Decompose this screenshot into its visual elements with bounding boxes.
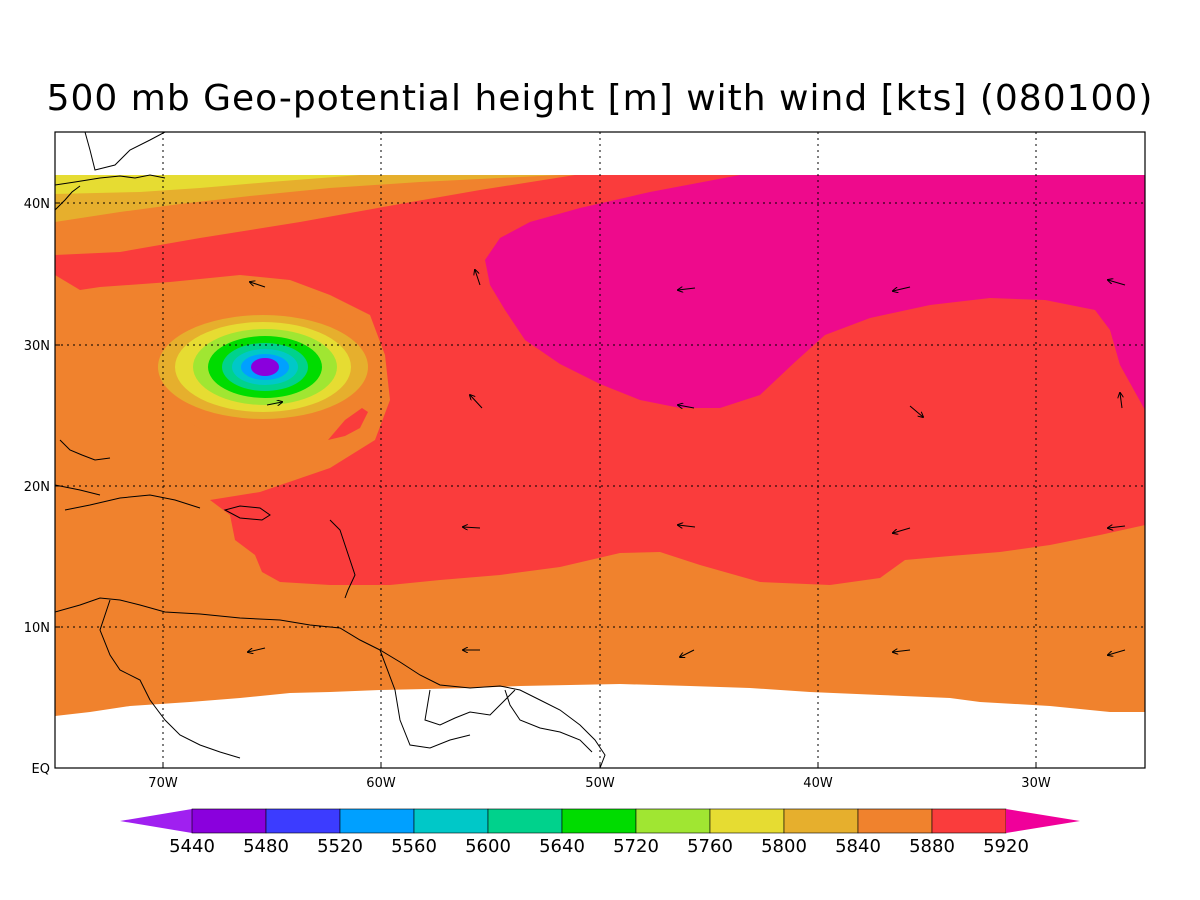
colorbar-swatch xyxy=(561,808,637,834)
coastline-cuba xyxy=(55,484,101,496)
arrow-icon xyxy=(248,647,266,652)
contour-5760-5800 xyxy=(55,175,360,194)
lon-label: 40W xyxy=(803,776,833,791)
lon-label: 70W xyxy=(148,776,178,791)
colorbar-label: 5720 xyxy=(613,836,659,857)
chart-title: 500 mb Geo-potential height [m] with win… xyxy=(46,78,1154,119)
colorbar-label: 5920 xyxy=(983,836,1029,857)
arrow-icon xyxy=(1108,526,1126,528)
arrow-icon xyxy=(470,395,483,409)
colorbar-label: 5520 xyxy=(317,836,363,857)
arrow-icon xyxy=(893,527,911,533)
colorbar-label: 5560 xyxy=(391,836,437,857)
colorbar xyxy=(120,808,1080,834)
colorbar-label: 5760 xyxy=(687,836,733,857)
coastline-bahamas xyxy=(59,439,111,461)
arrow-icon xyxy=(1120,393,1122,409)
colorbar-swatch xyxy=(931,808,1007,834)
coastline-lesser-antilles xyxy=(329,519,356,599)
lon-label: 30W xyxy=(1021,776,1051,791)
lon-labels: 70W 60W 50W 40W 30W xyxy=(148,776,1051,791)
colorbar-swatch xyxy=(413,808,489,834)
lat-label: 30N xyxy=(24,339,50,354)
coastline-hispaniola xyxy=(64,494,201,511)
contour-above-5920 xyxy=(485,175,1145,410)
colorbar-label: 5840 xyxy=(835,836,881,857)
coastlines xyxy=(55,132,606,768)
lat-label: EQ xyxy=(32,762,50,777)
colorbar-swatch xyxy=(191,808,267,834)
lon-label: 50W xyxy=(585,776,615,791)
cyclone-rings xyxy=(158,300,380,445)
arrow-icon xyxy=(909,405,923,417)
colorbar-label: 5600 xyxy=(465,836,511,857)
lat-label: 40N xyxy=(24,197,50,212)
colorbar-label: 5800 xyxy=(761,836,807,857)
lat-label: 20N xyxy=(24,480,50,495)
tick-marks xyxy=(55,202,1037,769)
arrow-icon xyxy=(678,525,696,527)
colorbar-swatch xyxy=(783,808,859,834)
arrow-icon xyxy=(893,286,911,291)
lat-label: 10N xyxy=(24,621,50,636)
colorbar-swatch xyxy=(635,808,711,834)
coastline-venezuela-inland xyxy=(99,599,241,759)
colorbar-swatch xyxy=(339,808,415,834)
arrow-icon xyxy=(266,402,282,405)
colorbar-label: 5640 xyxy=(539,836,585,857)
colorbar-swatch xyxy=(857,808,933,834)
coastline-long-island xyxy=(55,174,166,186)
lat-labels: EQ 10N 20N 30N 40N xyxy=(24,197,50,777)
arrow-icon xyxy=(1108,649,1126,655)
border-guyana xyxy=(379,649,471,749)
arrow-icon xyxy=(250,282,266,288)
border-french-guiana xyxy=(504,689,593,753)
arrow-icon xyxy=(893,650,911,652)
graticule xyxy=(55,132,1145,768)
cyclone-red-spur xyxy=(328,408,368,440)
colorbar-labels: 5440 5480 5520 5560 5600 5640 5720 5760 5800 5840… xyxy=(169,836,1029,857)
colorbar-min-triangle xyxy=(120,809,192,833)
lon-label: 60W xyxy=(366,776,396,791)
coastline-nj xyxy=(55,185,81,211)
arrow-icon xyxy=(678,405,695,408)
arrow-icon xyxy=(463,527,481,528)
colorbar-swatch xyxy=(265,808,341,834)
colorbar-swatch xyxy=(487,808,563,834)
cyclone-center xyxy=(251,358,279,376)
arrow-icon xyxy=(680,649,695,657)
map-plot-area xyxy=(55,132,1145,768)
colorbar-max-triangle xyxy=(1006,809,1080,833)
colorbar-label: 5440 xyxy=(169,836,215,857)
coastline-northeast-us xyxy=(84,132,166,171)
colorbar-label: 5880 xyxy=(909,836,955,857)
colorbar-swatch xyxy=(709,808,785,834)
arrow-icon xyxy=(1108,280,1126,286)
arrow-icon xyxy=(678,288,696,290)
arrow-icon xyxy=(475,270,481,286)
coastline-puerto-rico xyxy=(223,505,271,521)
colorbar-label: 5480 xyxy=(243,836,289,857)
border-suriname xyxy=(424,689,516,726)
wind-vectors xyxy=(248,270,1126,657)
